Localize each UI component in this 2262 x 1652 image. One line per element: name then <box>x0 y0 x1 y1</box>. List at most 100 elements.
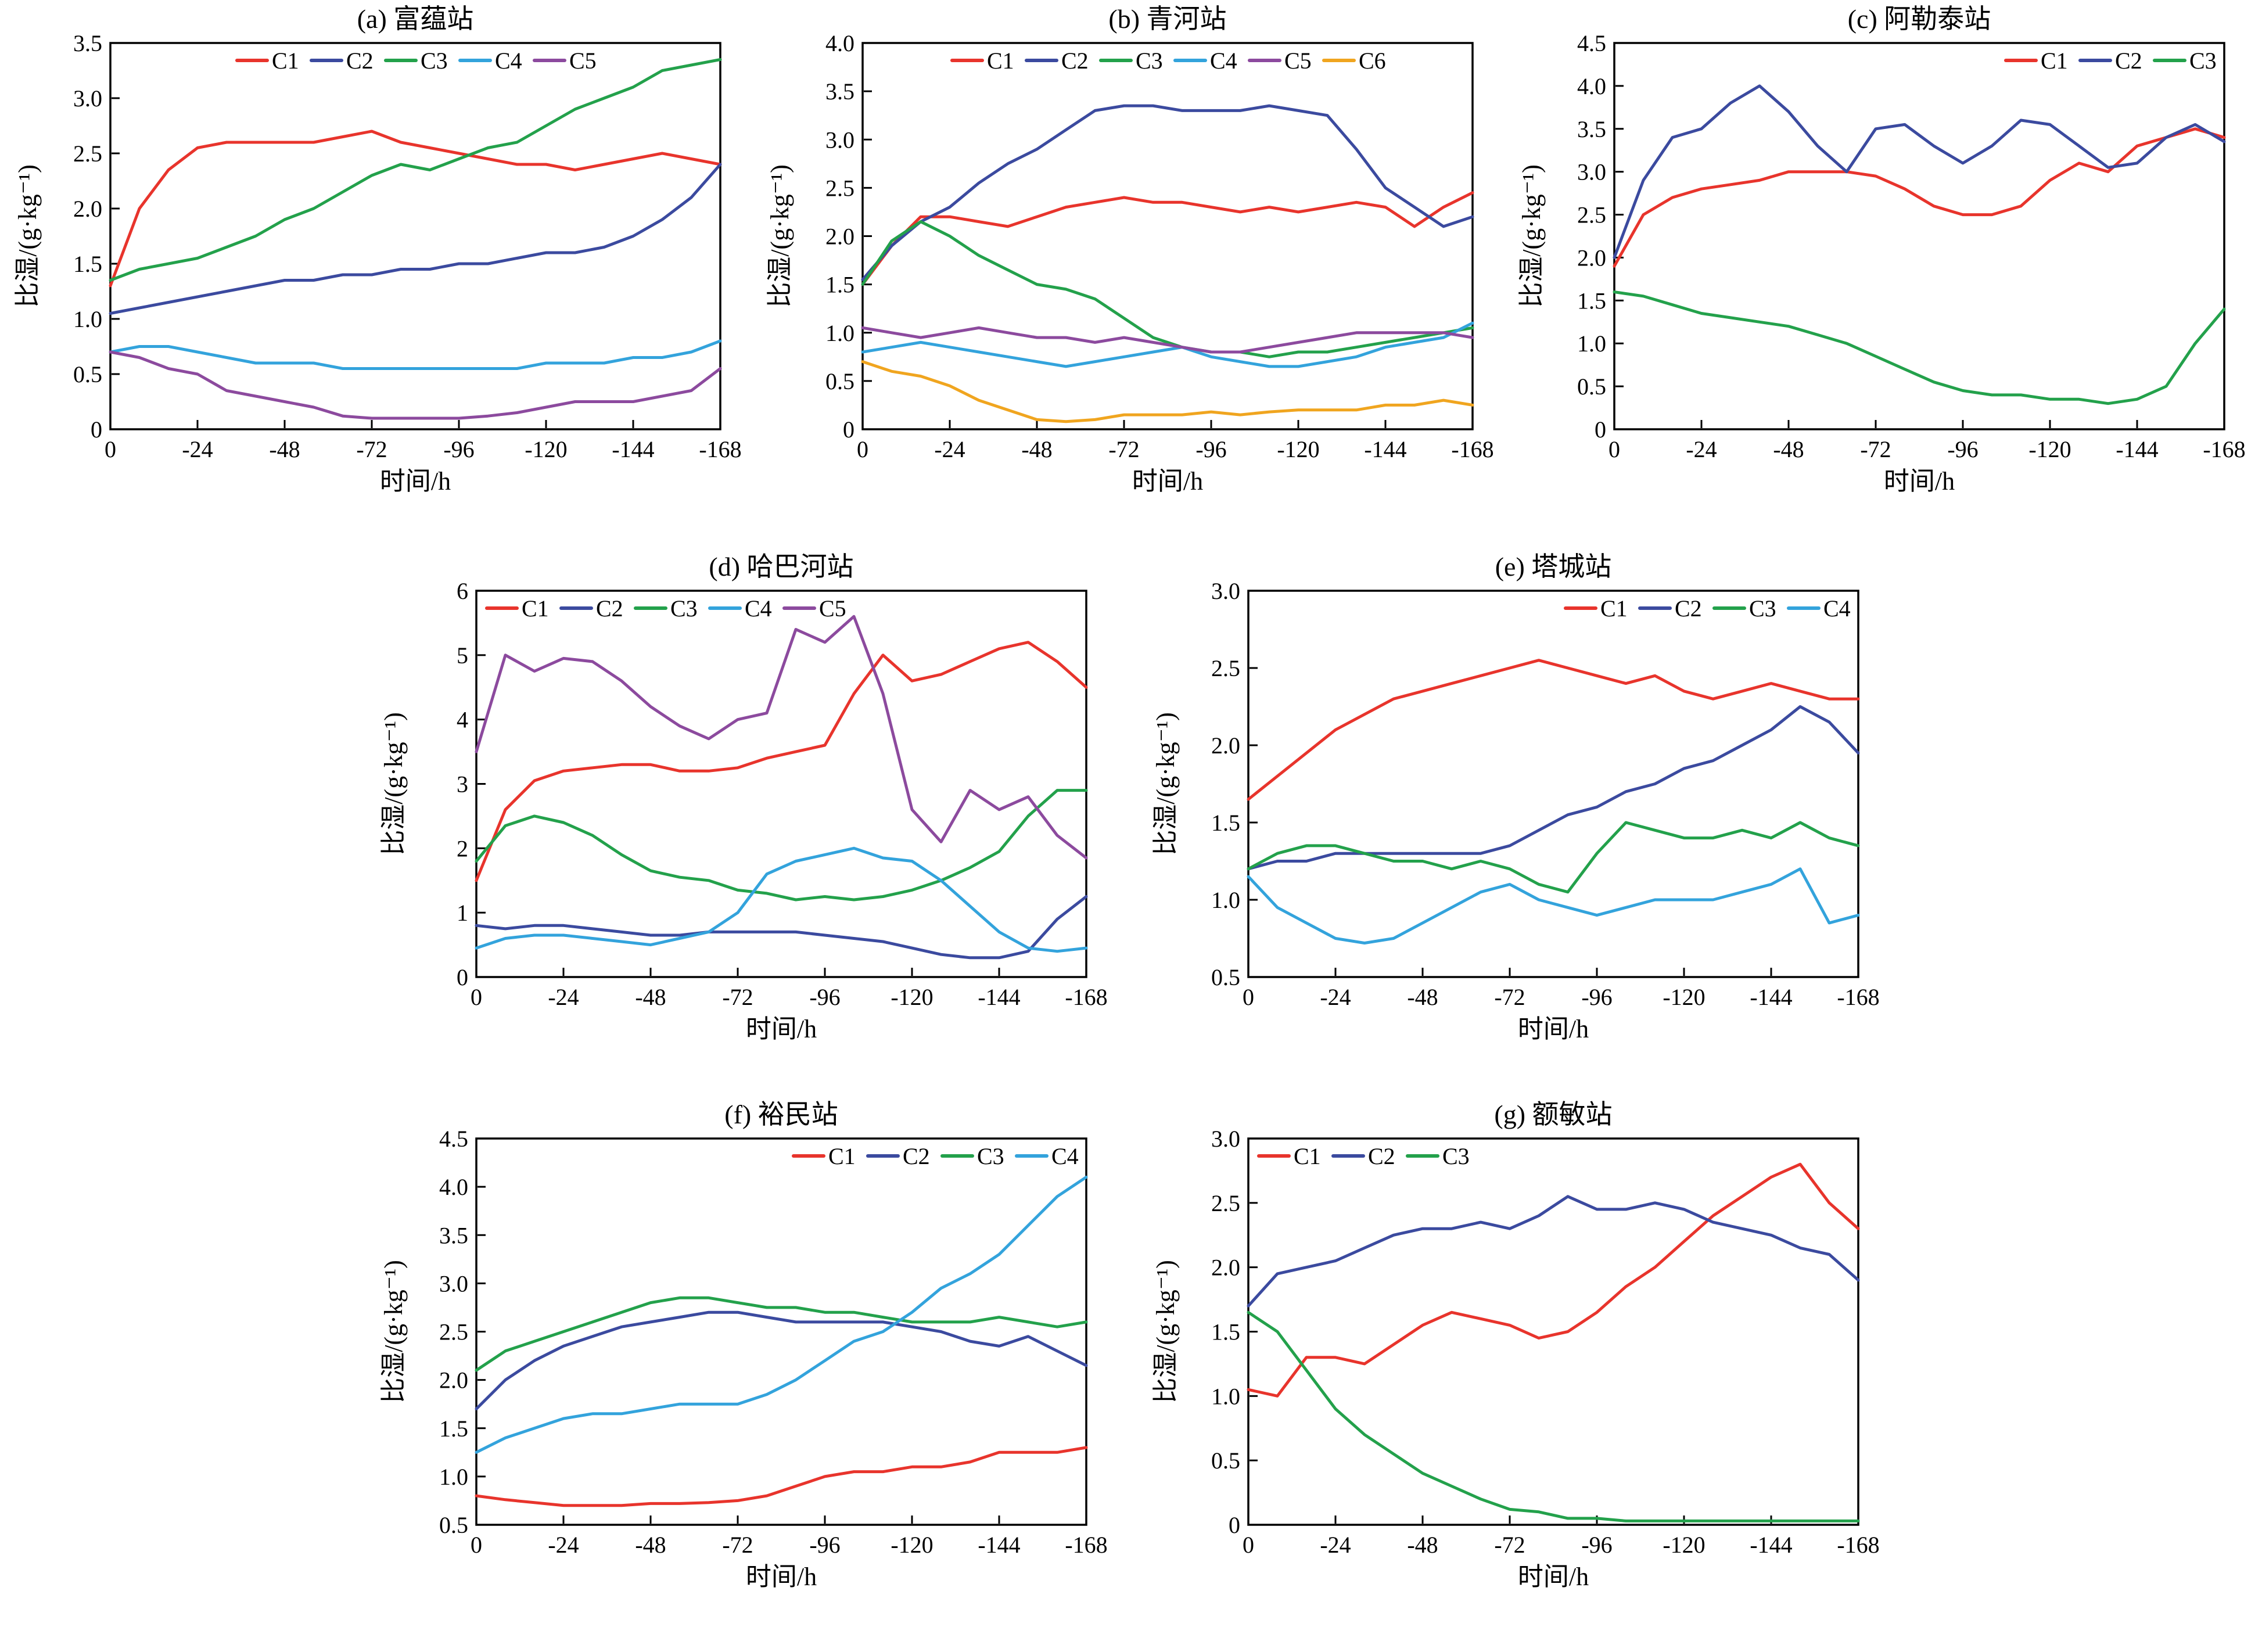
series-line-C1 <box>109 130 722 288</box>
plot-frame <box>861 42 1474 430</box>
x-tick-label: -96 <box>809 1532 840 1558</box>
x-tick-label: 0 <box>471 984 482 1010</box>
chart-panel-c: (c) 阿勒泰站 0 0.5 1.0 1.5 2.0 2.5 3.0 3.5 4.0 4.5 0 -24… <box>1517 4 2246 495</box>
x-tick-label: -24 <box>1686 436 1717 462</box>
chart-panel-f: (f) 裕民站 0.5 1.0 1.5 2.0 2.5 3.0 3.5 4.0 4.5 0 -24 -4… <box>379 1100 1108 1591</box>
series-line-C3 <box>1613 290 2226 405</box>
y-tick-label: 3.5 <box>825 78 854 105</box>
series-line-C5 <box>861 326 1474 354</box>
x-tick-label: -72 <box>1860 436 1891 462</box>
plot-frame <box>1247 590 1859 978</box>
x-tick-label: -24 <box>934 436 965 462</box>
series-line-C2 <box>109 163 722 315</box>
y-tick-label: 5 <box>457 642 468 669</box>
series-line-C3 <box>109 58 722 282</box>
series-line-C1 <box>475 1446 1088 1507</box>
y-tick-label: 1.0 <box>439 1464 468 1490</box>
y-tick-label: 2.5 <box>825 175 854 201</box>
y-tick-label: 4 <box>457 707 468 733</box>
x-tick-label: -120 <box>891 1532 933 1558</box>
y-tick-label: 1.0 <box>1211 1383 1240 1409</box>
plot-frame <box>475 590 1087 978</box>
x-tick-label: -96 <box>1581 1532 1612 1558</box>
y-tick-label: 2.0 <box>439 1367 468 1394</box>
y-tick-label: 0.5 <box>1577 374 1606 400</box>
x-tick-label: -96 <box>443 436 474 462</box>
legend-label-C2: C2 <box>1368 1143 1395 1169</box>
chart-title: (d) 哈巴河站 <box>709 552 853 581</box>
y-tick-label: 0 <box>1229 1512 1240 1538</box>
chart-panel-a: (a) 富蕴站 0 0.5 1.0 1.5 2.0 2.5 3.0 3.5 0 -24 -48 -72 -… <box>13 4 742 495</box>
series-line-C3 <box>861 220 1474 358</box>
y-tick-label: 2.0 <box>1211 732 1240 759</box>
series-line-C2 <box>861 104 1474 281</box>
legend-label-C4: C4 <box>1823 595 1851 622</box>
x-tick-label: 0 <box>857 436 868 462</box>
y-tick-label: 2.5 <box>1577 202 1606 228</box>
x-tick-label: -48 <box>1407 1532 1438 1558</box>
y-tick-label: 3.0 <box>73 85 102 112</box>
x-axis-label: 时间/h <box>746 1015 817 1043</box>
y-tick-label: 1 <box>457 900 468 926</box>
series-line-C1 <box>1247 1162 1860 1398</box>
y-tick-label: 2.5 <box>73 141 102 167</box>
series-line-C4 <box>1247 867 1860 944</box>
y-axis-label: 比湿/(g·kg⁻¹) <box>379 1260 408 1403</box>
y-tick-label: 1.5 <box>1211 1319 1240 1345</box>
y-tick-label: 6 <box>457 578 468 604</box>
x-tick-label: -48 <box>635 984 666 1010</box>
y-axis-label: 比湿/(g·kg⁻¹) <box>13 164 42 308</box>
series-line-C4 <box>475 846 1088 953</box>
series-line-C2 <box>1247 705 1860 871</box>
x-tick-label: -24 <box>548 984 579 1010</box>
x-tick-label: 0 <box>105 436 116 462</box>
y-tick-label: 0.5 <box>439 1512 468 1538</box>
x-tick-label: -168 <box>1451 436 1493 462</box>
x-tick-label: -144 <box>978 984 1020 1010</box>
plot-frame <box>1613 42 2225 430</box>
y-tick-label: 1.5 <box>73 251 102 277</box>
x-tick-label: -48 <box>1773 436 1804 462</box>
series-line-C3 <box>1247 821 1860 894</box>
x-tick-label: -168 <box>1837 1532 1879 1558</box>
plot-frame <box>109 42 721 430</box>
y-tick-label: 3.0 <box>1211 578 1240 604</box>
x-axis-label: 时间/h <box>380 467 451 495</box>
legend-label-C1: C1 <box>828 1143 856 1169</box>
series-line-C4 <box>861 321 1474 368</box>
legend-label-C3: C3 <box>670 595 698 622</box>
legend-label-C1: C1 <box>272 48 299 74</box>
chart-panel-b: (b) 青河站 0 0.5 1.0 1.5 2.0 2.5 3.0 3.5 4.0 0 -24 -48 -… <box>766 4 1494 495</box>
y-tick-label: 3.5 <box>439 1222 468 1248</box>
x-tick-label: -120 <box>891 984 933 1010</box>
plot-frame <box>1247 1137 1859 1526</box>
x-tick-label: -96 <box>809 984 840 1010</box>
x-tick-label: 0 <box>1243 1532 1254 1558</box>
y-axis-label: 比湿/(g·kg⁻¹) <box>766 164 794 308</box>
y-tick-label: 0 <box>1595 416 1606 443</box>
y-tick-label: 2 <box>457 835 468 861</box>
x-tick-label: -168 <box>1837 984 1879 1010</box>
x-tick-label: -24 <box>182 436 213 462</box>
chart-row-1: (a) 富蕴站 0 0.5 1.0 1.5 2.0 2.5 3.0 3.5 0 -24 -48 -72 -… <box>0 0 2262 506</box>
x-tick-label: 0 <box>1608 436 1620 462</box>
x-tick-label: -168 <box>699 436 741 462</box>
x-tick-label: -48 <box>1021 436 1052 462</box>
y-tick-label: 4.0 <box>1577 73 1606 99</box>
legend-label-C1: C1 <box>522 595 549 622</box>
x-tick-label: -72 <box>1108 436 1139 462</box>
y-tick-label: 3.0 <box>1577 159 1606 185</box>
y-axis-label: 比湿/(g·kg⁻¹) <box>1151 712 1180 856</box>
legend-label-C3: C3 <box>1136 48 1163 74</box>
chart-row-3: (f) 裕民站 0.5 1.0 1.5 2.0 2.5 3.0 3.5 4.0 4.5 0 -24 -4… <box>0 1099 2262 1601</box>
series-line-C6 <box>861 360 1474 423</box>
legend-label-C5: C5 <box>819 595 846 622</box>
y-tick-label: 0.5 <box>825 368 854 394</box>
series-line-C2 <box>475 1310 1088 1410</box>
series-line-C5 <box>109 350 722 420</box>
legend-label-C4: C4 <box>745 595 772 622</box>
legend-label-C2: C2 <box>596 595 623 622</box>
series-line-C5 <box>475 615 1088 860</box>
x-tick-label: -24 <box>548 1532 579 1558</box>
x-tick-label: -48 <box>1407 984 1438 1010</box>
